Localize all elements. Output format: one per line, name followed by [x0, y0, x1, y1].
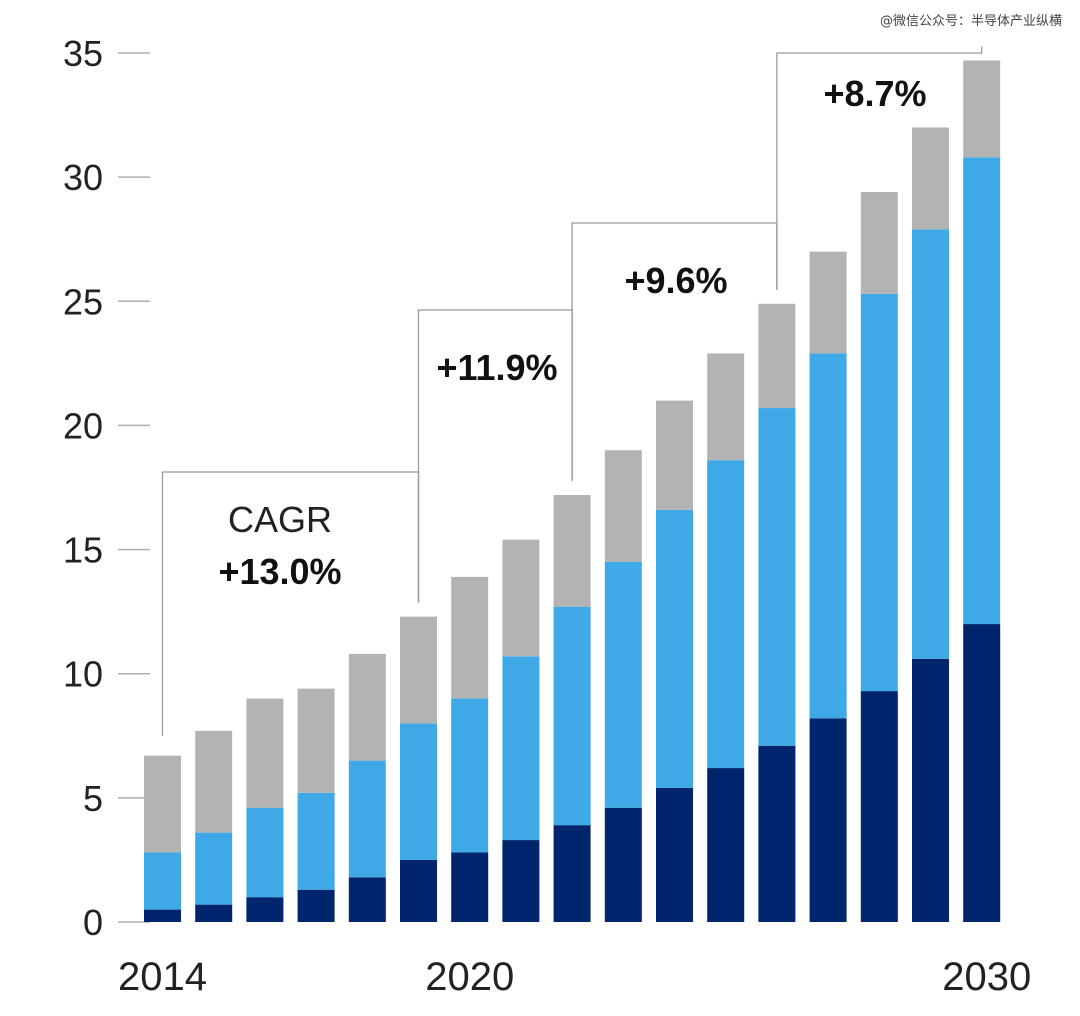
cagr-bracket-line [776, 46, 983, 290]
cagr-value: +8.7% [823, 73, 926, 114]
y-tick-label: 0 [83, 902, 103, 943]
bar-segment-1 [502, 840, 540, 922]
bar-segment-3 [400, 616, 437, 724]
bar-segment-3 [860, 192, 898, 294]
bar-segment-1 [348, 877, 386, 922]
bar-segment-3 [912, 127, 949, 230]
bar-segment-2 [553, 606, 591, 826]
bar-segment-1 [860, 691, 898, 922]
bar-segment-1 [604, 807, 642, 922]
bar-segment-1 [195, 904, 233, 922]
watermark: @微信公众号：半导体产业纵横 [879, 14, 1062, 29]
bar-segment-1 [656, 787, 693, 922]
bar-segment-2 [502, 656, 540, 841]
bar-segment-3 [195, 730, 233, 833]
bar-segment-1 [297, 889, 335, 922]
bar-segment-1 [963, 624, 1001, 922]
bar-segment-2 [246, 807, 284, 898]
cagr-title: CAGR [228, 499, 332, 540]
x-tick-label: 2030 [942, 955, 1031, 999]
bar-segment-2 [195, 832, 233, 905]
y-tick-label: 20 [63, 405, 103, 446]
bar-segment-3 [809, 251, 847, 354]
y-tick-label: 15 [63, 530, 103, 571]
cagr-value: +11.9% [436, 347, 557, 388]
y-tick-label: 10 [63, 654, 103, 695]
bar-segment-3 [707, 353, 745, 461]
cagr-value: +9.6% [624, 260, 727, 301]
bar-segment-1 [451, 852, 489, 922]
bar-segment-3 [553, 494, 591, 607]
bar-segment-2 [656, 509, 693, 788]
bar-segment-3 [604, 450, 642, 562]
bar-segment-2 [963, 157, 1001, 625]
bar-segment-3 [502, 539, 540, 657]
bar-segment-2 [400, 723, 437, 860]
bar-segment-2 [860, 293, 898, 692]
bar-segment-1 [809, 718, 847, 922]
bar-segment-2 [809, 353, 847, 719]
x-tick-label: 2020 [425, 955, 514, 999]
bar-segment-3 [297, 688, 335, 793]
bar-segment-2 [912, 229, 949, 659]
bar-segment-3 [451, 576, 489, 699]
bar-segment-1 [553, 825, 591, 922]
bar-segment-1 [707, 768, 745, 922]
y-tick-label: 5 [83, 778, 103, 819]
y-tick-label: 25 [63, 281, 103, 322]
cagr-value: +13.0% [218, 551, 341, 592]
bar-segment-1 [246, 897, 284, 922]
bar-segment-2 [707, 460, 745, 769]
bar-segment-1 [758, 745, 796, 922]
x-tick-label: 2014 [118, 955, 207, 999]
bar-segment-2 [348, 760, 386, 878]
bar-segment-1 [144, 909, 181, 922]
bar-segment-3 [246, 698, 284, 808]
cagr-brackets: CAGR +13.0% +11.9% +9.6% +8.7% [161, 46, 983, 736]
y-axis: 0 5 10 15 20 25 30 35 [63, 33, 150, 943]
bar-segment-3 [963, 60, 1001, 158]
bar-segment-2 [451, 698, 489, 853]
bar-segment-2 [297, 792, 335, 890]
bars [144, 60, 1001, 922]
bar-segment-1 [400, 859, 437, 922]
y-tick-label: 35 [63, 33, 103, 74]
bar-segment-3 [348, 653, 386, 761]
bar-segment-3 [144, 755, 181, 853]
bar-segment-1 [912, 658, 949, 922]
bar-segment-2 [604, 561, 642, 808]
bar-segment-2 [144, 852, 181, 910]
bar-segment-3 [758, 303, 796, 409]
y-tick-label: 30 [63, 157, 103, 198]
bar-segment-3 [656, 400, 693, 510]
x-axis: 2014 2020 2030 [118, 955, 1031, 999]
bar-segment-2 [758, 408, 796, 746]
